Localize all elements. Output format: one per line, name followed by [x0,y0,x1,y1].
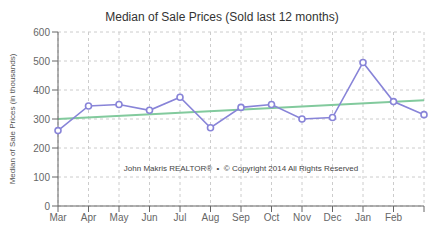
svg-text:Jan: Jan [355,212,371,223]
svg-text:Jul: Jul [174,212,187,223]
svg-text:Dec: Dec [324,212,342,223]
svg-text:Nov: Nov [293,212,311,223]
svg-text:0: 0 [44,201,50,212]
svg-text:Apr: Apr [81,212,97,223]
svg-text:Aug: Aug [202,212,220,223]
html-text:Median of Sale Prices (Sold la: Median of Sale Prices (Sold last 12 mont… [105,10,339,24]
svg-text:200: 200 [33,143,50,154]
svg-text:Jun: Jun [141,212,157,223]
svg-text:Oct: Oct [264,212,280,223]
svg-text:Mar: Mar [49,212,67,223]
svg-text:100: 100 [33,172,50,183]
svg-text:Feb: Feb [385,212,403,223]
svg-text:Median of Sale Prices (in thou: Median of Sale Prices (in thousands) [8,53,17,184]
svg-text:400: 400 [33,85,50,96]
svg-text:500: 500 [33,56,50,67]
svg-text:300: 300 [33,114,50,125]
svg-text:May: May [110,212,129,223]
svg-text:600: 600 [33,27,50,38]
svg-text:Sep: Sep [232,212,250,223]
html-text:John Makris REALTOR® • © Copyr: John Makris REALTOR® • © Copyright 2014 … [123,163,359,173]
